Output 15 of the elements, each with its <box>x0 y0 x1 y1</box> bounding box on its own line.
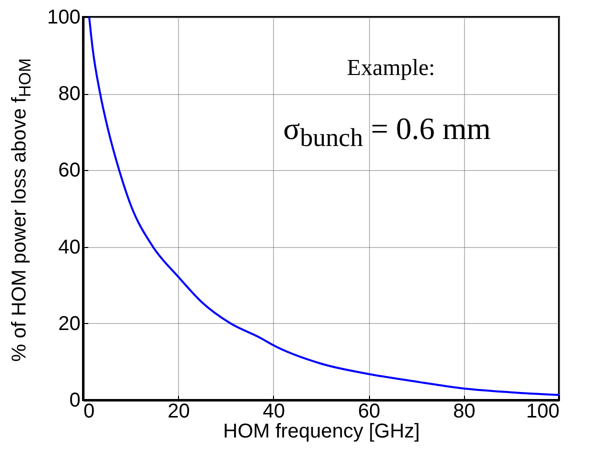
y-tick-label: 80 <box>58 83 80 106</box>
line-series <box>88 17 559 396</box>
annotation: Example: <box>346 55 436 81</box>
y-tick-label: 40 <box>58 236 80 258</box>
x-tick-label: 0 <box>84 400 95 422</box>
annotation: σ$_{bunch}$ = 0.6 mm <box>283 110 491 154</box>
x-tick-label: 40 <box>262 400 286 422</box>
x-tick-label: 20 <box>168 400 190 422</box>
x-tick-label: 80 <box>453 400 476 422</box>
y-tick-label: 100 <box>47 6 80 28</box>
x-tick-label: 60 <box>358 400 380 422</box>
y-tick-label: 20 <box>58 312 80 335</box>
x-axis-title: HOM frequency [GHz] <box>223 420 420 442</box>
y-tick-label: 60 <box>58 160 80 182</box>
x-tick-label: 100 <box>526 400 560 422</box>
